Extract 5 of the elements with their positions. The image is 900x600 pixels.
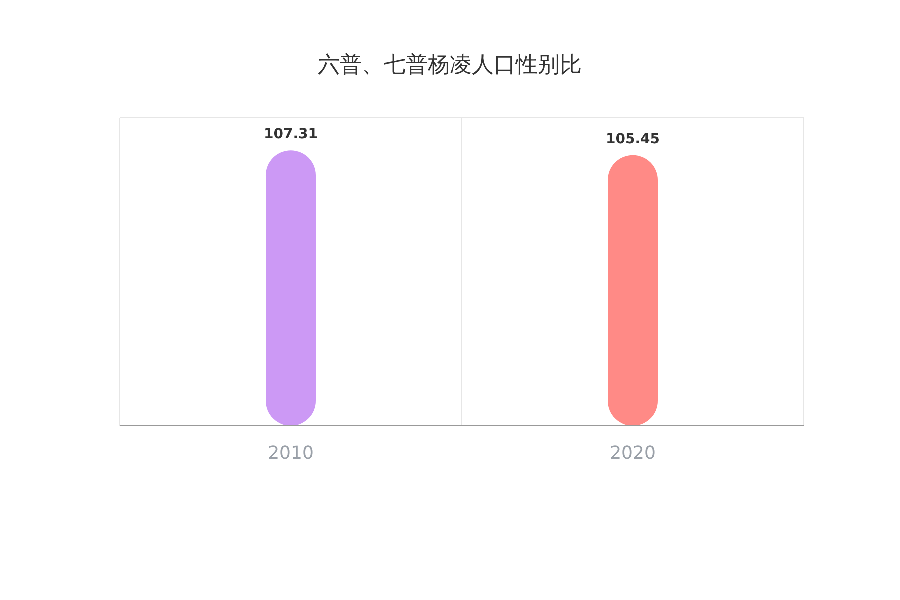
x-tick-label: 2010 bbox=[268, 442, 314, 464]
data-label: 105.45 bbox=[606, 131, 660, 148]
chart-title: 六普、七普杨凌人口性别比 bbox=[317, 52, 583, 80]
data-label: 107.31 bbox=[264, 126, 318, 143]
x-tick-label: 2020 bbox=[610, 442, 656, 464]
